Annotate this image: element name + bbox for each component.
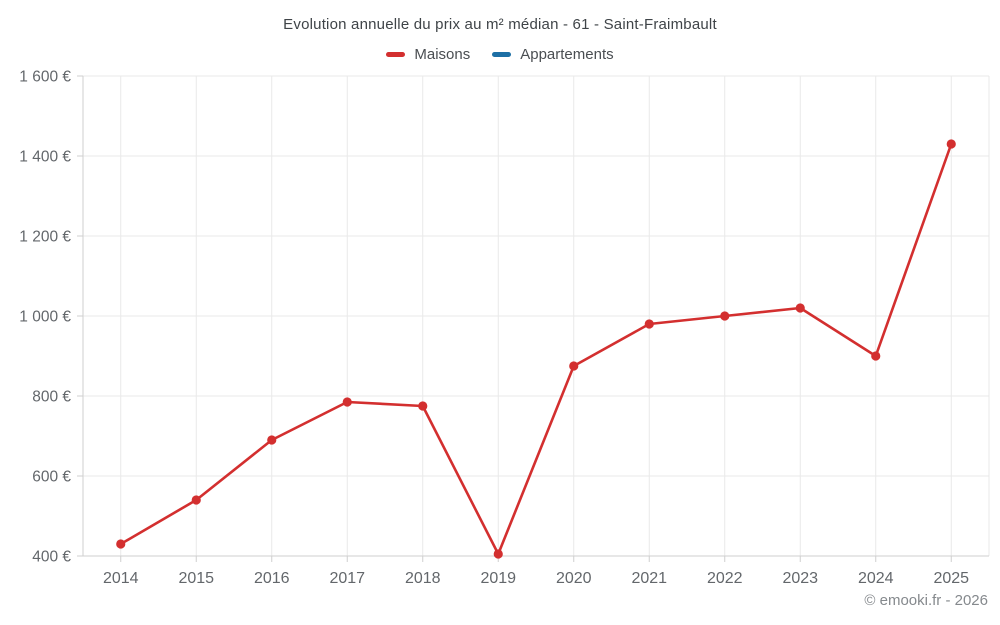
data-point[interactable] [569,361,579,371]
data-point[interactable] [871,351,881,361]
y-gridlines [83,75,989,477]
data-point[interactable] [720,311,730,321]
x-axis-tick-label: 2022 [707,570,743,587]
data-point[interactable] [644,319,654,329]
data-point[interactable] [418,401,428,411]
data-point[interactable] [191,495,201,505]
y-axis-tick-label: 1 200 € [19,229,71,246]
legend-label: Maisons [414,46,471,63]
x-tick-labels: 2014 2015 2016 2017 2018 2019 2020 2021 2022 2023… [103,570,969,587]
x-axis-tick-label: 2015 [178,570,214,587]
x-axis-tick-label: 2016 [254,570,290,587]
x-axis-tick-label: 2025 [933,570,969,587]
x-axis-tick-label: 2023 [782,570,818,587]
data-point[interactable] [342,397,352,407]
data-point[interactable] [267,435,277,445]
legend-item-maisons[interactable]: Maisons [386,46,470,63]
x-axis-tick-label: 2017 [329,570,365,587]
y-axis-tick-label: 800 € [32,389,71,406]
y-axis-tick-label: 1 600 € [19,69,71,86]
chart-title: Evolution annuelle du prix au m² médian … [283,16,717,33]
axis-border [82,76,989,557]
data-point[interactable] [493,549,503,559]
y-axis-tick-label: 600 € [32,469,71,486]
chart-legend: Maisons Appartements [0,46,1000,63]
legend-marker-maisons [386,51,406,58]
data-point[interactable] [116,539,126,549]
copyright-credit: © emooki.fr - 2026 [864,592,988,609]
legend-marker-appartements [492,51,512,58]
x-axis-tick-label: 2021 [631,570,667,587]
x-axis-tick-label: 2020 [556,570,592,587]
x-axis-tick-label: 2014 [103,570,139,587]
x-axis-tick-label: 2019 [480,570,516,587]
x-axis-tick-label: 2018 [405,570,441,587]
y-axis-tick-label: 1 400 € [19,149,71,166]
y-axis-tick-label: 1 000 € [19,309,71,326]
data-point[interactable] [795,303,805,313]
axis-ticks [77,75,952,562]
data-point[interactable] [946,139,956,149]
y-tick-labels: 400 € 600 € 800 € 1 000 € 1 200 € 1 400 € 1 60… [19,69,71,566]
y-axis-tick-label: 400 € [32,549,71,566]
x-axis-tick-label: 2024 [858,570,894,587]
legend-label: Appartements [520,46,614,63]
legend-item-appartements[interactable]: Appartements [492,46,614,63]
series-line-maisons [120,143,953,556]
series-points-maisons[interactable] [116,139,956,559]
